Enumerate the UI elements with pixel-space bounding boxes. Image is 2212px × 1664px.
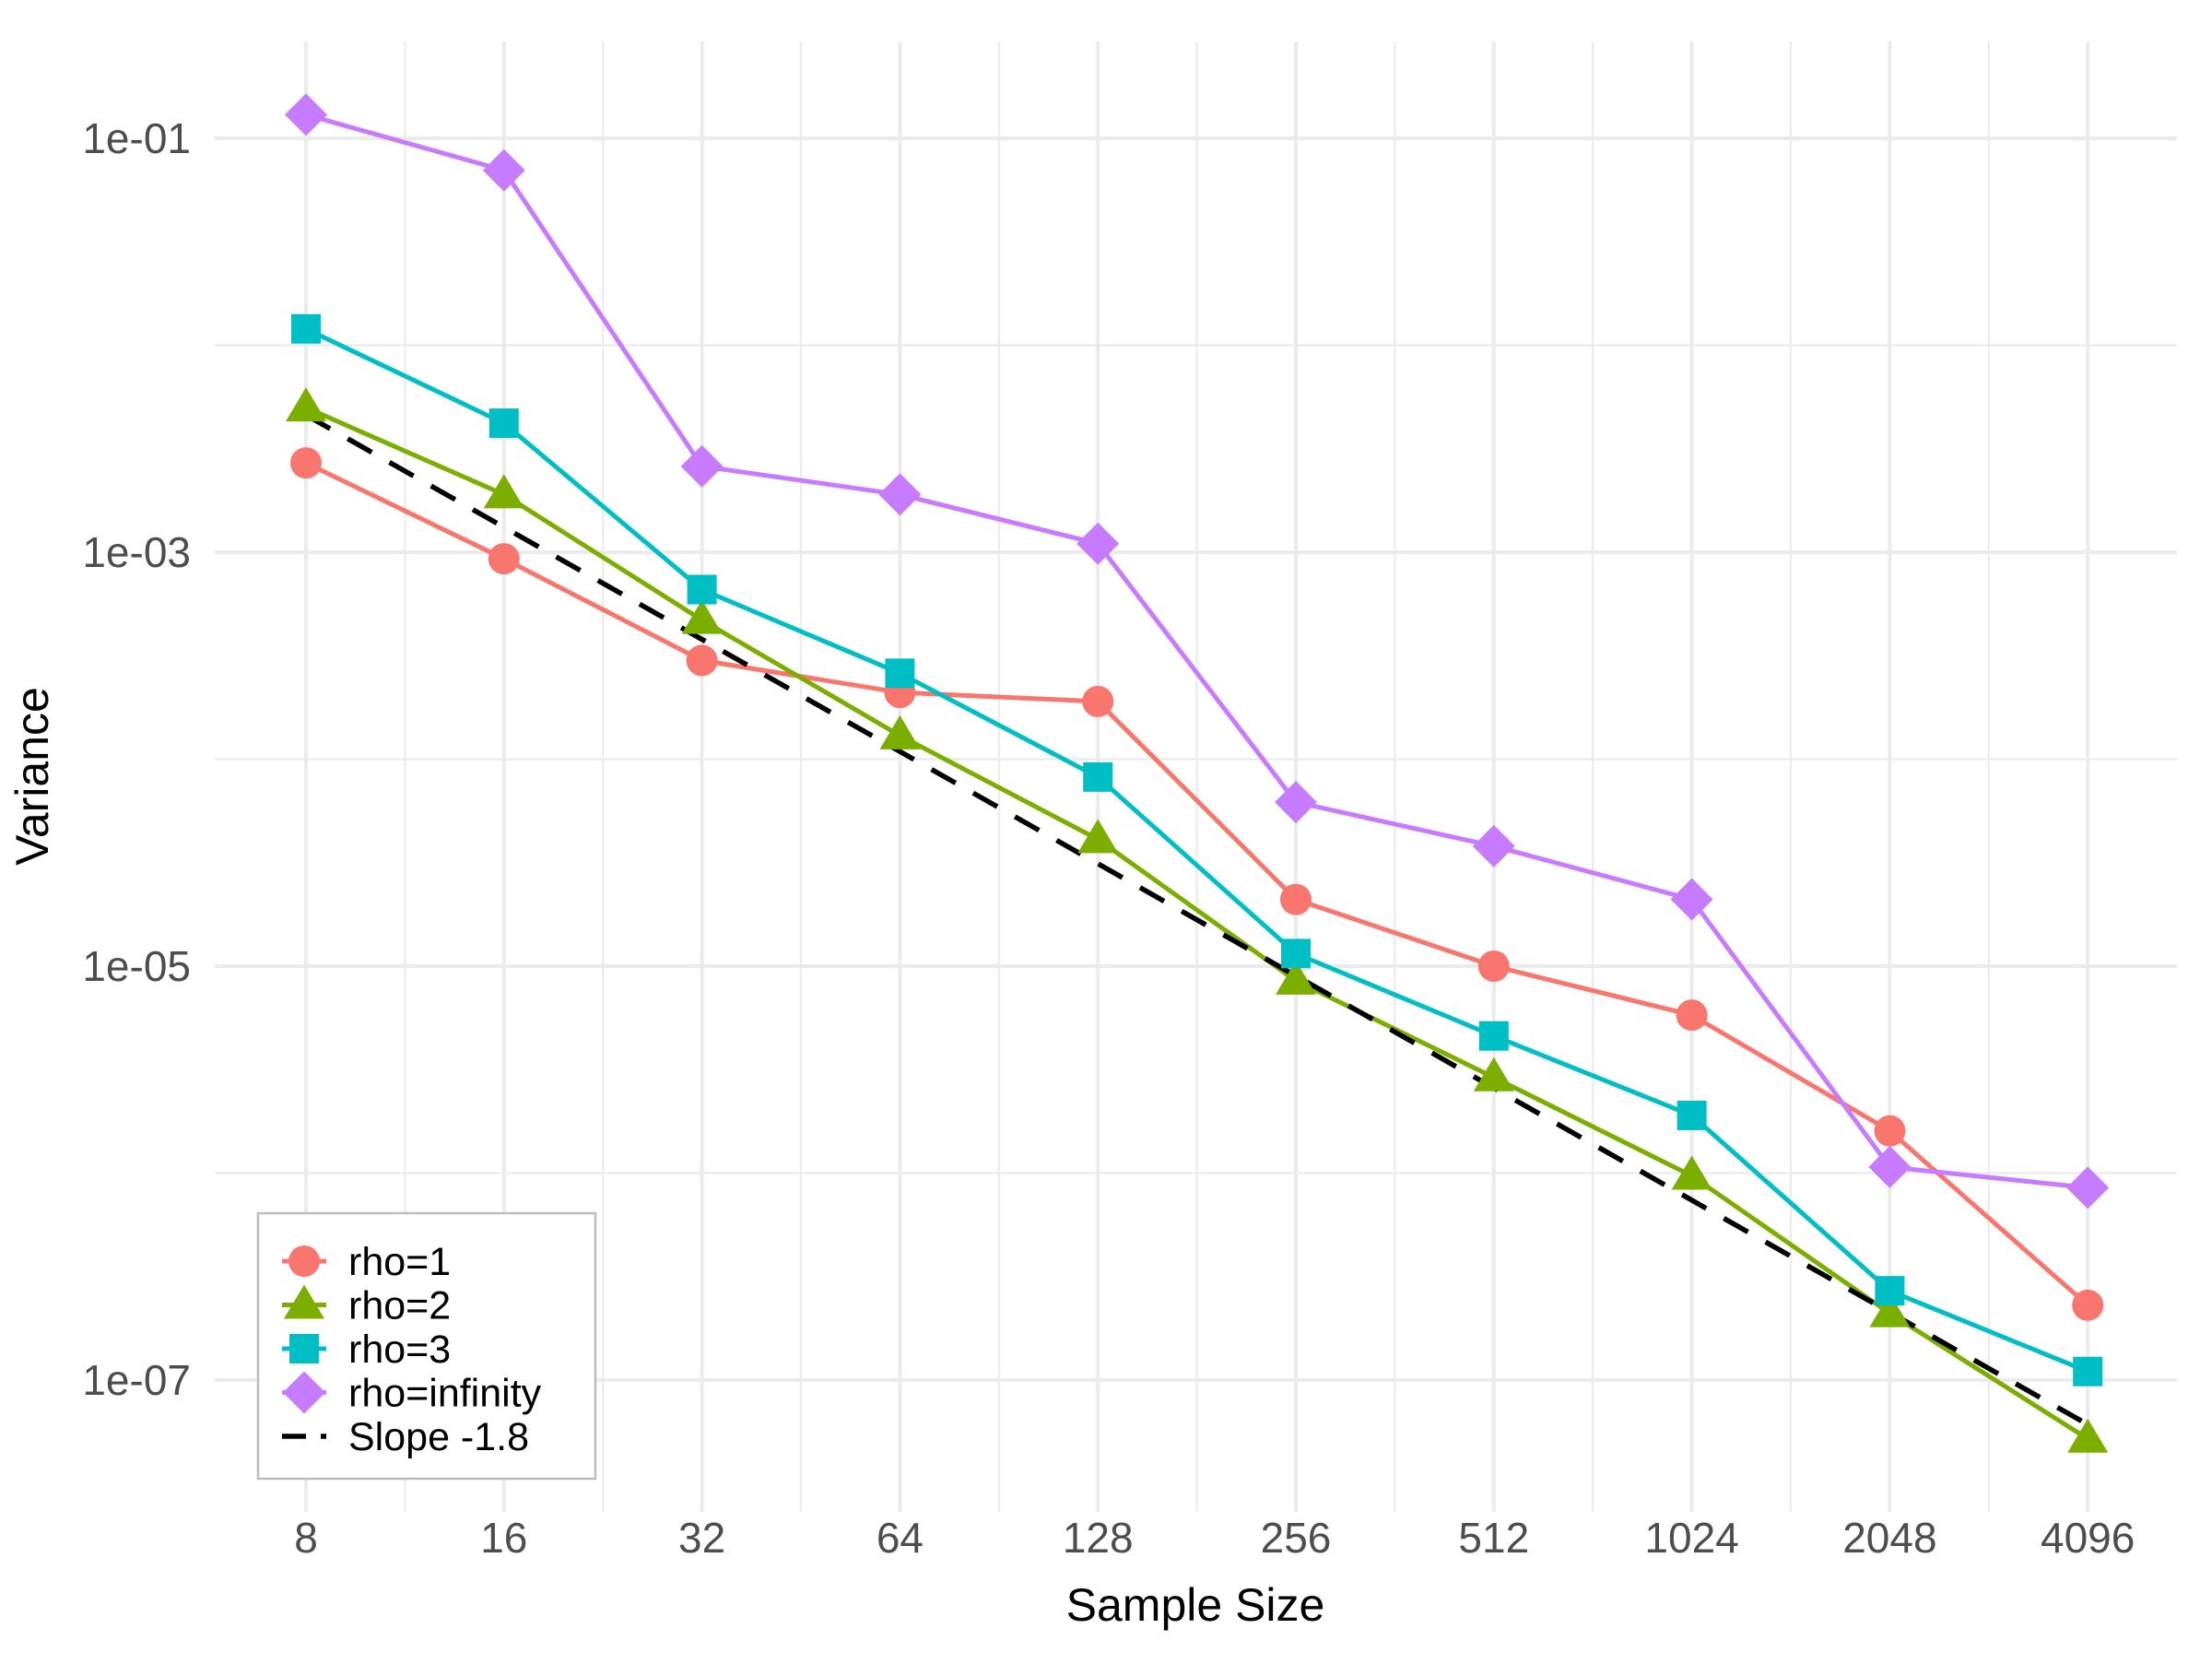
rho-1-point-2048 xyxy=(1874,1115,1906,1147)
rho-infinity-point-32 xyxy=(680,444,724,488)
rho-1-point-1024 xyxy=(1676,999,1708,1032)
y-tick-label: 1e-01 xyxy=(82,114,191,162)
legend-label: rho=infinity xyxy=(348,1372,542,1416)
legend-label: rho=3 xyxy=(348,1328,451,1372)
rho-2-point-512 xyxy=(1473,1056,1514,1092)
x-tick-label: 8 xyxy=(294,1514,318,1562)
rho-infinity-point-64 xyxy=(878,473,922,516)
rho-3-point-4096 xyxy=(2073,1356,2103,1387)
legend-item-rho-infinity: rho=infinity xyxy=(282,1371,542,1416)
rho-1-point-32 xyxy=(686,644,718,677)
rho-2-point-64 xyxy=(879,714,921,749)
legend-item-rho-1: rho=1 xyxy=(282,1240,451,1284)
rho-3-point-512 xyxy=(1478,1021,1509,1051)
series-lines xyxy=(303,112,2090,1442)
rho-2-point-32 xyxy=(681,599,723,634)
rho-infinity-point-1024 xyxy=(1670,878,1713,921)
rho-2-point-2048 xyxy=(1869,1292,1911,1328)
legend-label: rho=2 xyxy=(348,1284,451,1328)
legend-square-icon xyxy=(289,1334,319,1363)
legend-circle-icon xyxy=(288,1245,320,1277)
legend-label: rho=1 xyxy=(348,1240,451,1284)
rho-2-point-256 xyxy=(1276,960,1316,995)
rho-infinity-point-128 xyxy=(1077,522,1120,565)
x-tick-label: 128 xyxy=(1063,1514,1134,1562)
x-axis-title: Sample Size xyxy=(1066,1579,1325,1631)
x-tick-label: 256 xyxy=(1261,1514,1332,1562)
y-tick-label: 1e-07 xyxy=(82,1356,191,1404)
rho-3-point-256 xyxy=(1281,938,1311,969)
legend-item-rho-3: rho=3 xyxy=(282,1328,451,1372)
rho-3-point-64 xyxy=(885,658,915,689)
axis-titles: Sample Size Variance xyxy=(6,687,1324,1631)
legend-diamond-icon xyxy=(283,1371,325,1414)
legend-item-rho-2: rho=2 xyxy=(282,1284,451,1328)
x-tick-label: 32 xyxy=(678,1514,725,1562)
y-axis-labels: 1e-01 1e-03 1e-05 1e-07 xyxy=(82,114,191,1404)
rho-1-point-4096 xyxy=(2072,1289,2104,1321)
rho-3-point-2048 xyxy=(1875,1276,1905,1306)
series-line-rho-infinity xyxy=(303,112,2090,1190)
rho-3-point-32 xyxy=(687,574,717,605)
x-tick-label: 2048 xyxy=(1842,1514,1936,1562)
rho-2-point-16 xyxy=(483,474,524,509)
series-line-rho-1 xyxy=(303,460,2090,1308)
rho-1-point-16 xyxy=(488,543,520,575)
rho-infinity-point-2048 xyxy=(1868,1145,1912,1188)
rho-3-point-128 xyxy=(1083,761,1113,792)
legend-item-Slope-1-8: Slope -1.8 xyxy=(282,1415,529,1459)
markers xyxy=(285,93,2110,1453)
reference-line-slope xyxy=(304,412,2089,1427)
rho-infinity-point-512 xyxy=(1472,824,1515,867)
y-tick-label: 1e-05 xyxy=(82,942,191,990)
rho-3-point-16 xyxy=(488,408,519,439)
series-line-rho-3 xyxy=(303,326,2090,1375)
rho-2-point-4096 xyxy=(2067,1418,2109,1453)
legend-triangle-icon xyxy=(284,1284,324,1319)
x-tick-label: 64 xyxy=(877,1514,924,1562)
x-axis-labels: 8 16 32 64 128 256 512 1024 2048 4096 xyxy=(294,1514,2135,1562)
x-tick-label: 512 xyxy=(1458,1514,1529,1562)
rho-infinity-point-4096 xyxy=(2066,1166,2110,1210)
legend-label: Slope -1.8 xyxy=(348,1415,529,1459)
y-axis-title: Variance xyxy=(6,687,58,866)
rho-3-point-1024 xyxy=(1677,1100,1707,1130)
rho-1-point-8 xyxy=(290,447,322,479)
rho-1-point-256 xyxy=(1280,883,1312,915)
gridlines xyxy=(215,41,2177,1512)
rho-2-point-128 xyxy=(1077,819,1119,854)
x-tick-label: 16 xyxy=(480,1514,527,1562)
rho-infinity-point-256 xyxy=(1275,781,1317,824)
y-tick-label: 1e-03 xyxy=(82,528,191,576)
rho-3-point-8 xyxy=(291,313,321,344)
rho-1-point-128 xyxy=(1082,685,1114,717)
rho-2-point-1024 xyxy=(1671,1155,1712,1190)
rho-2-point-8 xyxy=(286,387,326,422)
rho-1-point-512 xyxy=(1477,950,1510,982)
rho-infinity-point-8 xyxy=(285,93,327,136)
x-tick-label: 4096 xyxy=(2041,1514,2135,1562)
rho-infinity-point-16 xyxy=(482,148,525,192)
x-tick-label: 1024 xyxy=(1644,1514,1738,1562)
series-line-rho-2 xyxy=(303,405,2090,1442)
